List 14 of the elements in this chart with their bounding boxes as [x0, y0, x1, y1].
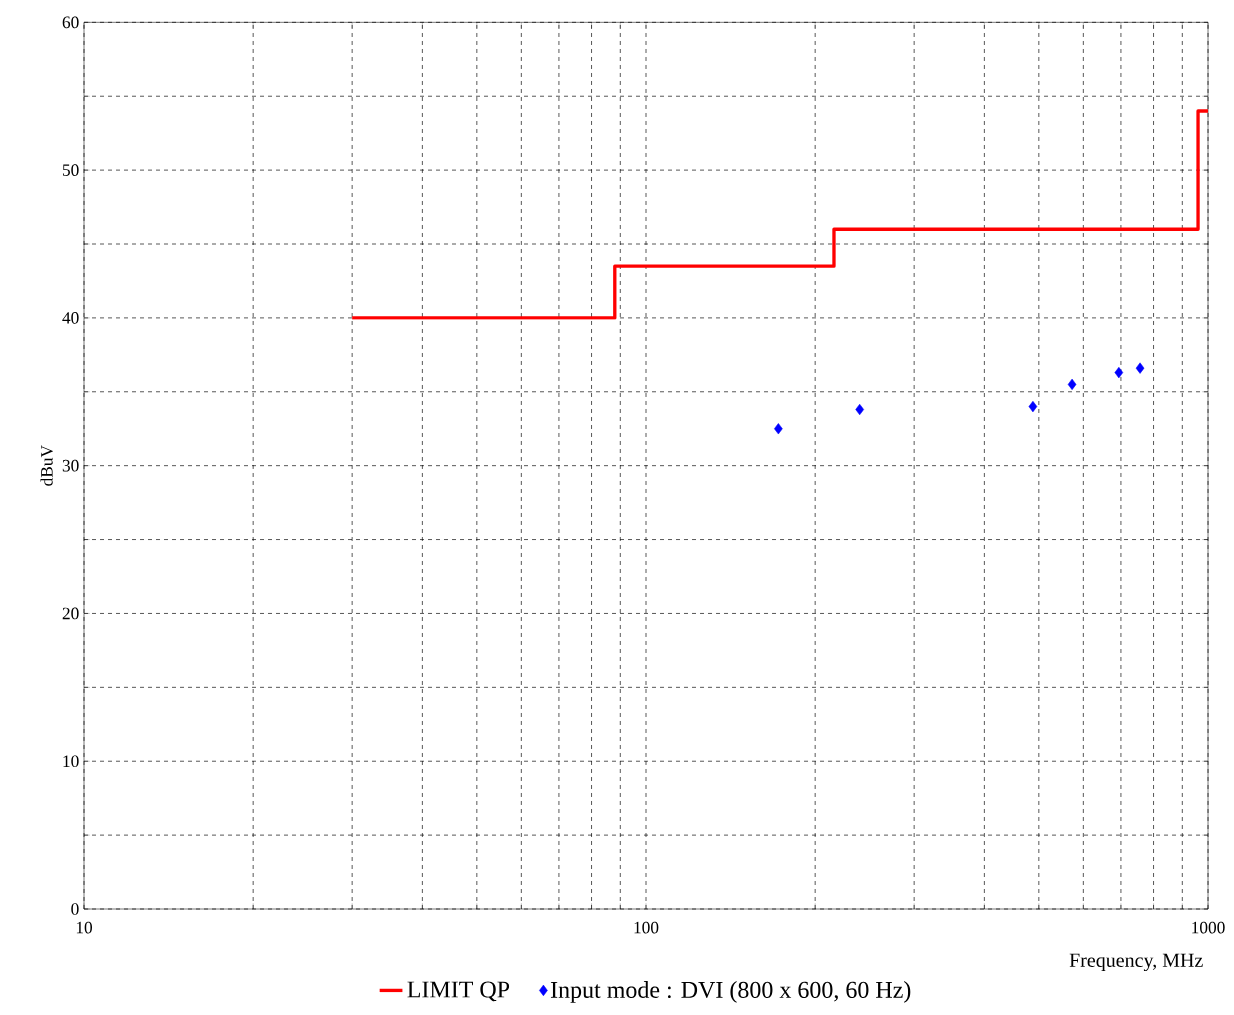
y-tick-label: 30 — [62, 459, 79, 472]
x-axis-title: Frequency, MHz — [1069, 953, 1203, 972]
y-tick-label: 10 — [63, 755, 79, 768]
y-tick-label: 40 — [62, 312, 79, 324]
y-tick-label: 50 — [62, 164, 79, 176]
y-tick-label: 20 — [62, 607, 79, 620]
y-tick-label: 60 — [62, 16, 79, 29]
y-tick-label: 0 — [71, 903, 79, 915]
x-tick-label: 1000 — [1192, 921, 1225, 934]
legend-label: Input mode : DVI (800 x 600, 60 Hz) — [550, 981, 911, 1003]
y-axis-title: dBuV — [40, 445, 53, 486]
x-tick-label: 100 — [634, 921, 659, 934]
legend-label: LIMIT QP — [407, 981, 510, 1002]
x-tick-label: 10 — [76, 921, 93, 934]
